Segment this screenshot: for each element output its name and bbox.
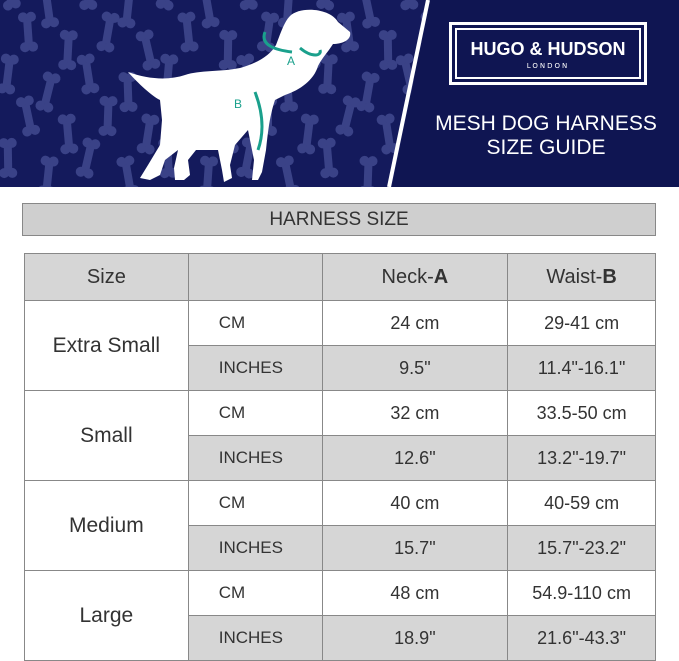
banner: A B HUGO & HUDSON LONDON MESH DOG HARNES… — [0, 0, 679, 187]
bone-icon — [34, 70, 61, 113]
bone-icon — [358, 156, 377, 187]
bone-icon — [355, 0, 381, 29]
bone-icon — [219, 30, 238, 70]
neck-value: 32 cm — [322, 391, 508, 436]
bone-icon — [334, 94, 361, 137]
section-title: HARNESS SIZE — [22, 203, 656, 236]
bone-icon — [155, 0, 182, 12]
unit-label: INCHES — [188, 346, 322, 391]
bone-icon — [356, 71, 381, 114]
neck-value: 15.7" — [322, 526, 508, 571]
waist-value: 11.4"-16.1" — [508, 346, 656, 391]
bone-icon — [238, 0, 258, 10]
bone-icon — [297, 113, 320, 155]
neck-value: 18.9" — [322, 616, 508, 661]
table-header-row: Size Neck-A Waist-B — [25, 254, 656, 301]
table-row: Medium CM 40 cm 40-59 cm — [25, 481, 656, 526]
unit-label: CM — [188, 301, 322, 346]
bone-icon — [116, 155, 141, 187]
title-line: MESH DOG HARNESS — [415, 112, 677, 136]
title-line: SIZE GUIDE — [415, 136, 677, 160]
size-name: Small — [25, 391, 189, 481]
unit-label: CM — [188, 391, 322, 436]
neck-label: A — [287, 54, 295, 68]
size-table: Size Neck-A Waist-B Extra Small CM 24 cm… — [24, 253, 656, 661]
brand-logo: HUGO & HUDSON LONDON — [449, 22, 647, 85]
bone-icon — [57, 113, 78, 154]
bone-icon — [96, 11, 121, 54]
size-name: Large — [25, 571, 189, 661]
bone-icon — [177, 11, 199, 53]
waist-value: 33.5-50 cm — [508, 391, 656, 436]
bone-icon — [136, 113, 160, 155]
bone-icon — [58, 30, 78, 71]
bone-icon — [198, 155, 219, 187]
bone-icon — [0, 53, 19, 95]
bone-icon — [37, 155, 59, 187]
bone-icon — [79, 0, 98, 10]
brand-name: HUGO & HUDSON — [457, 39, 639, 60]
waist-value: 21.6"-43.3" — [508, 616, 656, 661]
waist-value: 29-41 cm — [508, 301, 656, 346]
bone-icon — [135, 28, 162, 71]
bone-icon — [317, 137, 338, 178]
bone-icon — [315, 0, 340, 11]
bone-icon — [76, 53, 100, 95]
bone-icon — [75, 136, 102, 179]
bone-icon — [275, 155, 301, 187]
waist-label: B — [234, 97, 242, 111]
bone-icon — [0, 0, 22, 12]
size-name: Extra Small — [25, 301, 189, 391]
bone-icon — [196, 0, 221, 29]
bone-icon — [18, 11, 39, 52]
neck-value: 24 cm — [322, 301, 508, 346]
size-name: Medium — [25, 481, 189, 571]
table-row: Small CM 32 cm 33.5-50 cm — [25, 391, 656, 436]
header-waist: Waist-B — [508, 254, 656, 301]
bone-icon — [397, 0, 418, 11]
unit-label: CM — [188, 571, 322, 616]
bone-icon — [379, 30, 398, 70]
header-unit — [188, 254, 322, 301]
neck-value: 9.5" — [322, 346, 508, 391]
bone-icon — [0, 138, 17, 178]
neck-value: 12.6" — [322, 436, 508, 481]
bone-icon — [98, 96, 117, 137]
bone-icon — [36, 0, 59, 29]
unit-label: INCHES — [188, 436, 322, 481]
header-neck: Neck-A — [322, 254, 508, 301]
page-title: MESH DOG HARNESS SIZE GUIDE — [415, 112, 677, 160]
neck-value: 40 cm — [322, 481, 508, 526]
unit-label: INCHES — [188, 526, 322, 571]
waist-value: 13.2"-19.7" — [508, 436, 656, 481]
bone-icon — [117, 0, 139, 29]
table-row: Extra Small CM 24 cm 29-41 cm — [25, 301, 656, 346]
waist-value: 15.7"-23.2" — [508, 526, 656, 571]
waist-value: 40-59 cm — [508, 481, 656, 526]
neck-value: 48 cm — [322, 571, 508, 616]
waist-value: 54.9-110 cm — [508, 571, 656, 616]
unit-label: CM — [188, 481, 322, 526]
bone-icon — [15, 95, 41, 138]
unit-label: INCHES — [188, 616, 322, 661]
dog-silhouette — [128, 10, 350, 182]
header-size: Size — [25, 254, 189, 301]
brand-location: LONDON — [457, 62, 639, 70]
table-row: Large CM 48 cm 54.9-110 cm — [25, 571, 656, 616]
